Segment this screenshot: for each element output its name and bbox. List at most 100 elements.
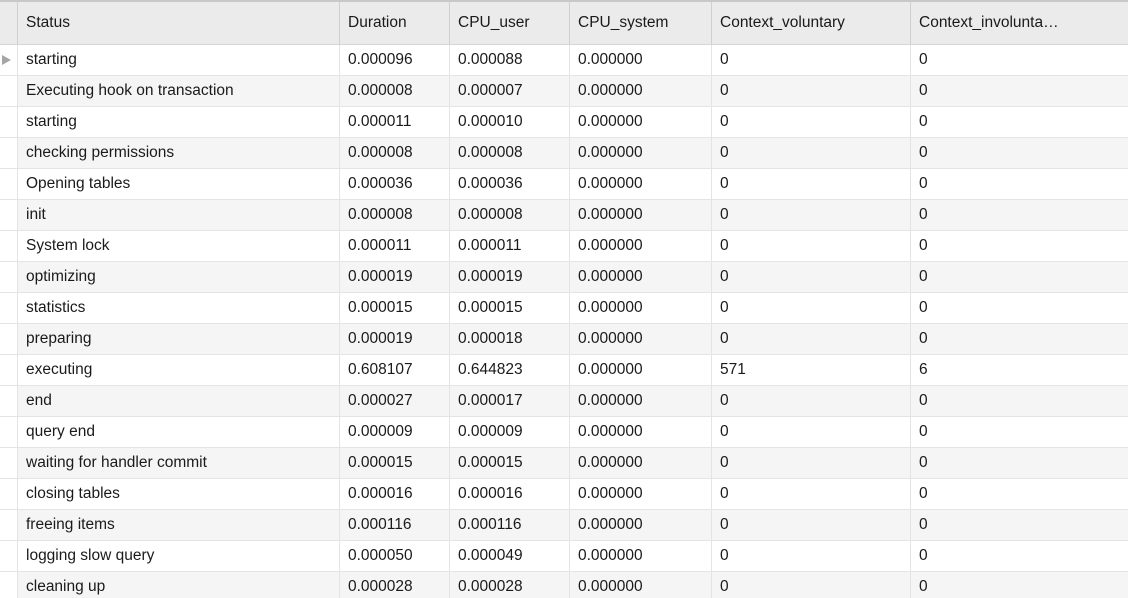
cell-status[interactable]: optimizing (18, 262, 340, 292)
cell-cpu-user[interactable]: 0.000088 (450, 45, 570, 75)
cell-status[interactable]: init (18, 200, 340, 230)
cell-context-involuntary[interactable]: 0 (919, 144, 928, 161)
cell-duration[interactable]: 0.000036 (340, 169, 450, 199)
cell-cpu-system[interactable]: 0.000000 (570, 169, 712, 199)
cell-cpu-user[interactable]: 0.000017 (450, 386, 570, 416)
table-row[interactable]: executing 0.608107 0.644823 0.000000 571 6 (0, 355, 1128, 386)
cell-context-voluntary[interactable]: 0 (712, 541, 911, 571)
row-gutter[interactable] (0, 541, 18, 571)
cell-context-involuntary[interactable]: 0 (919, 268, 928, 285)
cell-cpu-system[interactable]: 0.000000 (570, 510, 712, 540)
cell-duration[interactable]: 0.000019 (340, 324, 450, 354)
cell-context-involuntary[interactable]: 0 (919, 299, 928, 316)
cell-duration[interactable]: 0.000096 (340, 45, 450, 75)
cell-context-involuntary[interactable]: 0 (919, 454, 928, 471)
cell-context-voluntary[interactable]: 0 (712, 138, 911, 168)
column-header-cpu-system[interactable]: CPU_system (570, 2, 712, 44)
table-row[interactable]: waiting for handler commit 0.000015 0.0000… (0, 448, 1128, 479)
cell-context-voluntary[interactable]: 0 (712, 107, 911, 137)
column-header-duration[interactable]: Duration (340, 2, 450, 44)
cell-status[interactable]: waiting for handler commit (18, 448, 340, 478)
row-gutter[interactable] (0, 231, 18, 261)
cell-context-involuntary[interactable]: 0 (919, 485, 928, 502)
cell-duration[interactable]: 0.000027 (340, 386, 450, 416)
row-gutter[interactable] (0, 510, 18, 540)
cell-context-involuntary[interactable]: 0 (919, 175, 928, 192)
table-row[interactable]: Executing hook on transaction 0.000008 0.0… (0, 76, 1128, 107)
cell-cpu-system[interactable]: 0.000000 (570, 293, 712, 323)
cell-cpu-system[interactable]: 0.000000 (570, 45, 712, 75)
cell-duration[interactable]: 0.608107 (340, 355, 450, 385)
cell-context-voluntary[interactable]: 0 (712, 200, 911, 230)
cell-cpu-user[interactable]: 0.000009 (450, 417, 570, 447)
row-gutter[interactable] (0, 417, 18, 447)
cell-context-voluntary[interactable]: 0 (712, 231, 911, 261)
cell-cpu-user[interactable]: 0.000015 (450, 448, 570, 478)
column-header-context-voluntary[interactable]: Context_voluntary (712, 2, 911, 44)
cell-cpu-system[interactable]: 0.000000 (570, 355, 712, 385)
cell-cpu-user[interactable]: 0.000049 (450, 541, 570, 571)
cell-context-involuntary[interactable]: 0 (919, 578, 928, 595)
gutter-header-cell[interactable] (0, 2, 18, 44)
table-row[interactable]: starting 0.000011 0.000010 0.000000 0 0 (0, 107, 1128, 138)
cell-cpu-user[interactable]: 0.000019 (450, 262, 570, 292)
column-header-status[interactable]: Status (18, 2, 340, 44)
cell-context-involuntary[interactable]: 0 (919, 237, 928, 254)
cell-status[interactable]: Executing hook on transaction (18, 76, 340, 106)
cell-cpu-system[interactable]: 0.000000 (570, 448, 712, 478)
cell-status[interactable]: starting (18, 45, 340, 75)
row-gutter[interactable] (0, 262, 18, 292)
cell-cpu-user[interactable]: 0.000116 (450, 510, 570, 540)
cell-context-involuntary[interactable]: 0 (919, 113, 928, 130)
cell-status[interactable]: System lock (18, 231, 340, 261)
row-gutter[interactable] (0, 572, 18, 598)
table-row[interactable]: checking permissions 0.000008 0.000008 0.00… (0, 138, 1128, 169)
cell-context-voluntary[interactable]: 0 (712, 417, 911, 447)
row-gutter[interactable] (0, 138, 18, 168)
cell-status[interactable]: preparing (18, 324, 340, 354)
cell-context-voluntary[interactable]: 0 (712, 293, 911, 323)
cell-context-voluntary[interactable]: 0 (712, 386, 911, 416)
table-row[interactable]: closing tables 0.000016 0.000016 0.000000 0 0 (0, 479, 1128, 510)
cell-cpu-user[interactable]: 0.000018 (450, 324, 570, 354)
cell-duration[interactable]: 0.000008 (340, 200, 450, 230)
cell-context-involuntary[interactable]: 0 (919, 547, 928, 564)
cell-duration[interactable]: 0.000116 (340, 510, 450, 540)
cell-status[interactable]: Opening tables (18, 169, 340, 199)
cell-cpu-system[interactable]: 0.000000 (570, 324, 712, 354)
cell-context-voluntary[interactable]: 0 (712, 76, 911, 106)
table-row[interactable]: init 0.000008 0.000008 0.000000 0 0 (0, 200, 1128, 231)
cell-duration[interactable]: 0.000028 (340, 572, 450, 598)
cell-cpu-user[interactable]: 0.000007 (450, 76, 570, 106)
cell-context-voluntary[interactable]: 0 (712, 510, 911, 540)
cell-status[interactable]: checking permissions (18, 138, 340, 168)
cell-duration[interactable]: 0.000011 (340, 231, 450, 261)
cell-context-voluntary[interactable]: 0 (712, 479, 911, 509)
cell-context-involuntary[interactable]: 0 (919, 330, 928, 347)
table-row[interactable]: Opening tables 0.000036 0.000036 0.000000 0 0 (0, 169, 1128, 200)
cell-context-involuntary[interactable]: 0 (919, 516, 928, 533)
row-gutter[interactable] (0, 169, 18, 199)
column-header-context-involuntary[interactable]: Context_involunta… (919, 14, 1059, 31)
cell-status[interactable]: executing (18, 355, 340, 385)
table-row[interactable]: preparing 0.000019 0.000018 0.000000 0 0 (0, 324, 1128, 355)
cell-cpu-user[interactable]: 0.000008 (450, 138, 570, 168)
cell-status[interactable]: logging slow query (18, 541, 340, 571)
table-row[interactable]: end 0.000027 0.000017 0.000000 0 0 (0, 386, 1128, 417)
column-header-cpu-user[interactable]: CPU_user (450, 2, 570, 44)
cell-context-involuntary[interactable]: 0 (919, 82, 928, 99)
cell-duration[interactable]: 0.000008 (340, 76, 450, 106)
cell-context-voluntary[interactable]: 571 (712, 355, 911, 385)
cell-cpu-system[interactable]: 0.000000 (570, 231, 712, 261)
cell-duration[interactable]: 0.000009 (340, 417, 450, 447)
cell-context-voluntary[interactable]: 0 (712, 45, 911, 75)
row-gutter[interactable] (0, 45, 18, 75)
cell-duration[interactable]: 0.000008 (340, 138, 450, 168)
cell-duration[interactable]: 0.000019 (340, 262, 450, 292)
cell-context-involuntary[interactable]: 6 (919, 361, 928, 378)
cell-duration[interactable]: 0.000015 (340, 293, 450, 323)
table-row[interactable]: optimizing 0.000019 0.000019 0.000000 0 0 (0, 262, 1128, 293)
cell-context-voluntary[interactable]: 0 (712, 262, 911, 292)
cell-cpu-system[interactable]: 0.000000 (570, 541, 712, 571)
cell-status[interactable]: starting (18, 107, 340, 137)
